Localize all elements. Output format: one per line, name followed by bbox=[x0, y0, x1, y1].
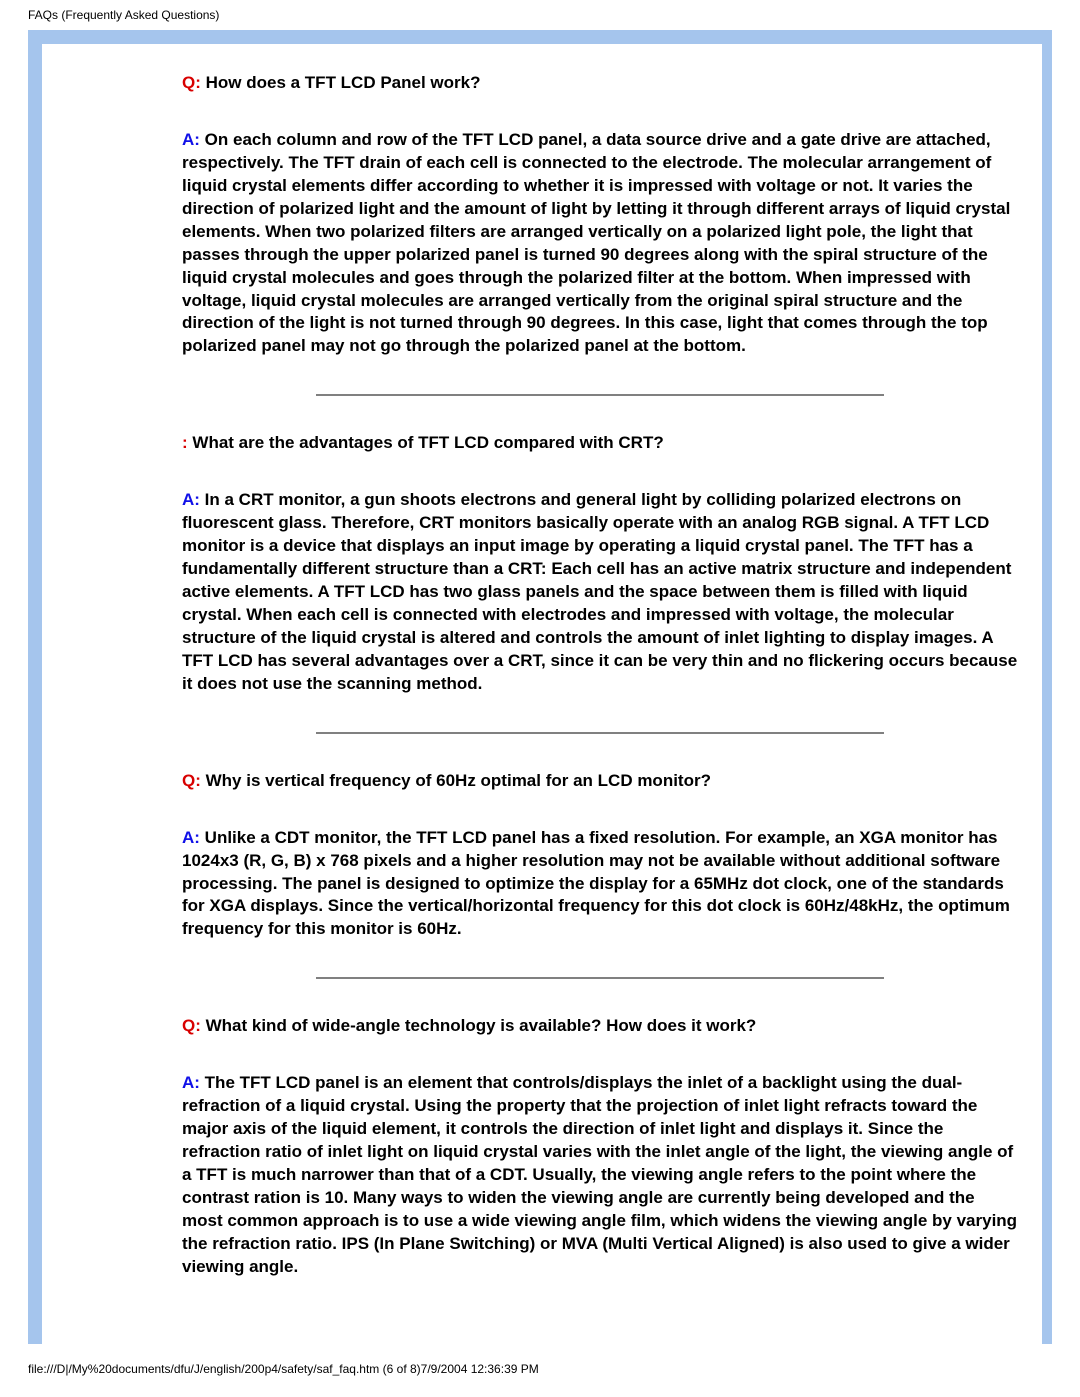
question-line: Q: How does a TFT LCD Panel work? bbox=[182, 72, 1018, 95]
inner-panel: Q: How does a TFT LCD Panel work? A: On … bbox=[42, 44, 1042, 1344]
question-line: : What are the advantages of TFT LCD com… bbox=[182, 432, 1018, 455]
footer-path: file:///D|/My%20documents/dfu/J/english/… bbox=[0, 1344, 1080, 1384]
answer-text: The TFT LCD panel is an element that con… bbox=[182, 1073, 1017, 1276]
answer-text: Unlike a CDT monitor, the TFT LCD panel … bbox=[182, 828, 1010, 939]
a-label: A: bbox=[182, 1073, 200, 1092]
page-header: FAQs (Frequently Asked Questions) bbox=[0, 0, 1080, 26]
answer-text: In a CRT monitor, a gun shoots electrons… bbox=[182, 490, 1017, 693]
a-label: A: bbox=[182, 490, 200, 509]
a-label: A: bbox=[182, 130, 200, 149]
divider bbox=[316, 732, 884, 734]
answer-line: A: The TFT LCD panel is an element that … bbox=[182, 1072, 1018, 1278]
question-text: What kind of wide-angle technology is av… bbox=[201, 1016, 756, 1035]
divider bbox=[316, 977, 884, 979]
question-text: How does a TFT LCD Panel work? bbox=[201, 73, 481, 92]
question-line: Q: Why is vertical frequency of 60Hz opt… bbox=[182, 770, 1018, 793]
answer-line: A: In a CRT monitor, a gun shoots electr… bbox=[182, 489, 1018, 695]
a-label: A: bbox=[182, 828, 200, 847]
outer-band: Q: How does a TFT LCD Panel work? A: On … bbox=[28, 30, 1052, 1344]
q-label: Q: bbox=[182, 771, 201, 790]
faq-item: : What are the advantages of TFT LCD com… bbox=[182, 432, 1018, 695]
answer-line: A: Unlike a CDT monitor, the TFT LCD pan… bbox=[182, 827, 1018, 942]
question-text: Why is vertical frequency of 60Hz optima… bbox=[201, 771, 711, 790]
faq-item: Q: How does a TFT LCD Panel work? A: On … bbox=[182, 72, 1018, 358]
q-label: Q: bbox=[182, 73, 201, 92]
faq-item: Q: Why is vertical frequency of 60Hz opt… bbox=[182, 770, 1018, 942]
divider bbox=[316, 394, 884, 396]
q-label: Q: bbox=[182, 1016, 201, 1035]
question-text: What are the advantages of TFT LCD compa… bbox=[188, 433, 664, 452]
answer-text: On each column and row of the TFT LCD pa… bbox=[182, 130, 1010, 355]
question-line: Q: What kind of wide-angle technology is… bbox=[182, 1015, 1018, 1038]
answer-line: A: On each column and row of the TFT LCD… bbox=[182, 129, 1018, 358]
faq-item: Q: What kind of wide-angle technology is… bbox=[182, 1015, 1018, 1278]
